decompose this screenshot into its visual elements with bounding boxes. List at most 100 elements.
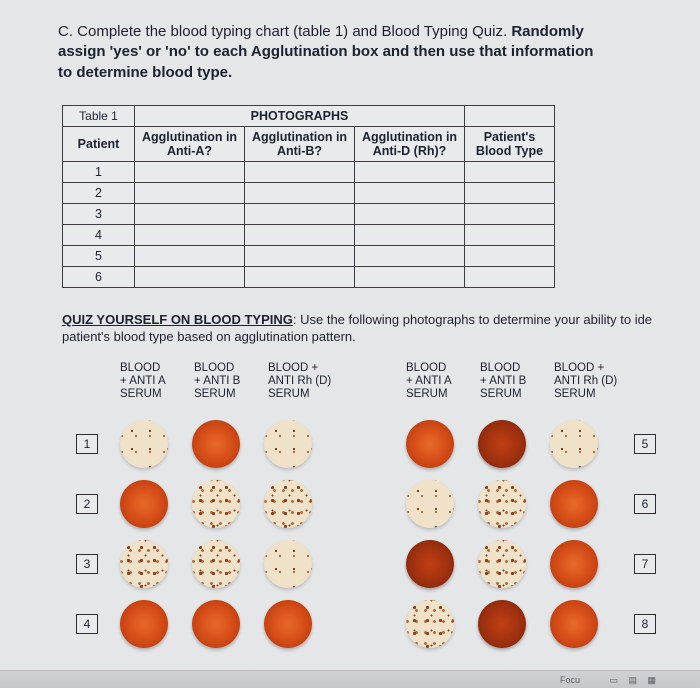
cell[interactable] bbox=[355, 266, 465, 287]
cell[interactable] bbox=[245, 245, 355, 266]
col-bloodtype: Patient's Blood Type bbox=[465, 126, 555, 161]
blood-spot bbox=[478, 420, 526, 468]
table-row: 6 bbox=[63, 266, 555, 287]
blood-typing-table: Table 1 PHOTOGRAPHS Patient Agglutinatio… bbox=[62, 105, 555, 288]
blood-spot bbox=[550, 540, 598, 588]
cell[interactable] bbox=[135, 161, 245, 182]
label-anti-a: BLOOD+ ANTI ASERUM bbox=[120, 362, 186, 402]
cell[interactable] bbox=[355, 203, 465, 224]
blood-spot bbox=[406, 600, 454, 648]
blood-spot bbox=[192, 600, 240, 648]
cell[interactable] bbox=[355, 224, 465, 245]
patient-number-box: 8 bbox=[634, 614, 656, 634]
patient-number-box: 1 bbox=[76, 434, 98, 454]
cell[interactable] bbox=[465, 182, 555, 203]
instr-line2: assign 'yes' or 'no' to each Agglutinati… bbox=[58, 43, 593, 60]
cell[interactable] bbox=[245, 182, 355, 203]
quiz-rest: : Use the following photographs to deter… bbox=[293, 312, 652, 327]
cell[interactable] bbox=[355, 161, 465, 182]
blood-spot bbox=[264, 600, 312, 648]
patient-number-box: 4 bbox=[76, 614, 98, 634]
blood-spot bbox=[550, 600, 598, 648]
patient-number-box: 6 bbox=[634, 494, 656, 514]
label-anti-a: BLOOD+ ANTI ASERUM bbox=[406, 362, 472, 402]
cell[interactable] bbox=[245, 203, 355, 224]
cell[interactable] bbox=[465, 224, 555, 245]
cell[interactable] bbox=[355, 182, 465, 203]
cell[interactable] bbox=[465, 161, 555, 182]
instr-lead: C. Complete the blood typing chart (tabl… bbox=[58, 23, 511, 40]
cell[interactable] bbox=[465, 266, 555, 287]
label-anti-d: BLOOD +ANTI Rh (D)SERUM bbox=[554, 362, 620, 402]
blood-spot bbox=[406, 540, 454, 588]
footer-text: Focu bbox=[560, 675, 580, 685]
spot-row bbox=[120, 600, 312, 648]
worksheet-page: C. Complete the blood typing chart (tabl… bbox=[0, 0, 700, 688]
serum-photo-grid: BLOOD+ ANTI ASERUM BLOOD+ ANTI BSERUM BL… bbox=[62, 362, 672, 642]
blood-spot bbox=[478, 480, 526, 528]
spot-row bbox=[406, 480, 598, 528]
serum-labels-right: BLOOD+ ANTI ASERUM BLOOD+ ANTI BSERUM BL… bbox=[406, 362, 620, 402]
cell[interactable] bbox=[135, 266, 245, 287]
instr-rand: Randomly bbox=[511, 23, 584, 40]
instructions: C. Complete the blood typing chart (tabl… bbox=[58, 22, 672, 83]
col-patient: Patient bbox=[63, 126, 135, 161]
cell[interactable] bbox=[245, 161, 355, 182]
label-anti-b: BLOOD+ ANTI BSERUM bbox=[480, 362, 546, 402]
label-anti-b: BLOOD+ ANTI BSERUM bbox=[194, 362, 260, 402]
cell[interactable] bbox=[245, 224, 355, 245]
patient-num: 2 bbox=[63, 182, 135, 203]
blood-spot bbox=[192, 540, 240, 588]
cell[interactable] bbox=[135, 182, 245, 203]
photographs-header: PHOTOGRAPHS bbox=[135, 105, 465, 126]
window-bottom-bar: Focu ▭ ▤ ▦ bbox=[0, 670, 700, 688]
patient-num: 5 bbox=[63, 245, 135, 266]
spacer bbox=[465, 105, 555, 126]
cell[interactable] bbox=[135, 203, 245, 224]
blood-spot bbox=[120, 540, 168, 588]
patient-num: 1 bbox=[63, 161, 135, 182]
patient-number-box: 5 bbox=[634, 434, 656, 454]
patient-num: 6 bbox=[63, 266, 135, 287]
spot-row bbox=[120, 420, 312, 468]
instr-line3: to determine blood type. bbox=[58, 64, 232, 81]
cell[interactable] bbox=[135, 224, 245, 245]
spot-row bbox=[120, 480, 312, 528]
spot-row bbox=[406, 600, 598, 648]
spot-row bbox=[406, 420, 598, 468]
table-row: 3 bbox=[63, 203, 555, 224]
blood-spot bbox=[550, 420, 598, 468]
blood-spot bbox=[192, 420, 240, 468]
col-anti-a: Agglutination in Anti-A? bbox=[135, 126, 245, 161]
patient-num: 3 bbox=[63, 203, 135, 224]
view-icons[interactable]: ▭ ▤ ▦ bbox=[609, 675, 660, 686]
blood-spot bbox=[406, 420, 454, 468]
patient-number-box: 2 bbox=[76, 494, 98, 514]
table-row: 5 bbox=[63, 245, 555, 266]
cell[interactable] bbox=[465, 203, 555, 224]
patient-number-box: 7 bbox=[634, 554, 656, 574]
table-row: 2 bbox=[63, 182, 555, 203]
quiz-title: QUIZ YOURSELF ON BLOOD TYPING bbox=[62, 312, 293, 327]
blood-spot bbox=[120, 480, 168, 528]
blood-spot bbox=[192, 480, 240, 528]
blood-spot bbox=[550, 480, 598, 528]
table-row: 4 bbox=[63, 224, 555, 245]
cell[interactable] bbox=[135, 245, 245, 266]
blood-spot bbox=[478, 540, 526, 588]
quiz-heading: QUIZ YOURSELF ON BLOOD TYPING: Use the f… bbox=[62, 312, 672, 327]
cell[interactable] bbox=[465, 245, 555, 266]
spot-row bbox=[120, 540, 312, 588]
spot-row bbox=[406, 540, 598, 588]
blood-spot bbox=[264, 420, 312, 468]
serum-labels-left: BLOOD+ ANTI ASERUM BLOOD+ ANTI BSERUM BL… bbox=[120, 362, 334, 402]
patient-number-box: 3 bbox=[76, 554, 98, 574]
blood-spot bbox=[478, 600, 526, 648]
col-anti-d: Agglutination in Anti-D (Rh)? bbox=[355, 126, 465, 161]
blood-spot bbox=[406, 480, 454, 528]
cell[interactable] bbox=[355, 245, 465, 266]
blood-spot bbox=[264, 540, 312, 588]
col-anti-b: Agglutination in Anti-B? bbox=[245, 126, 355, 161]
cell[interactable] bbox=[245, 266, 355, 287]
table-row: 1 bbox=[63, 161, 555, 182]
